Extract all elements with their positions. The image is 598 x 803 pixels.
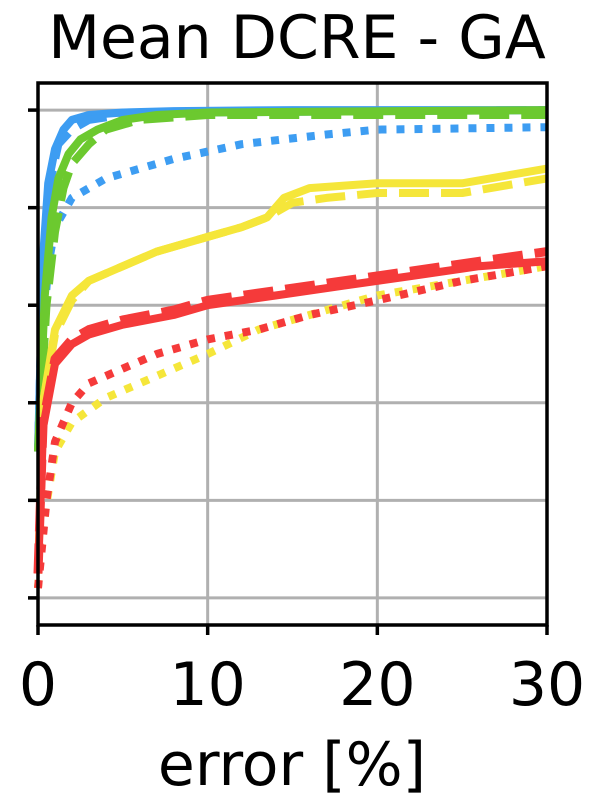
series-line-6	[34, 174, 548, 574]
gridlines	[36, 83, 549, 625]
series-line-3	[34, 106, 548, 452]
x-tick-label-2: 20	[339, 650, 415, 720]
series-line-7	[34, 262, 548, 589]
series-line-9	[33, 247, 548, 574]
series-line-5	[34, 164, 548, 574]
series-line-10	[34, 262, 548, 589]
x-tick-label-1: 10	[169, 650, 245, 720]
x-tick-label-0: 0	[19, 650, 57, 720]
axes: 0 10 20 30	[19, 81, 585, 720]
x-tick-label-3: 30	[509, 650, 585, 720]
series-line-4	[34, 111, 547, 452]
chart-title: Mean DCRE - GA	[48, 3, 546, 73]
x-axis-label: error [%]	[158, 730, 426, 800]
series-line-8	[34, 257, 548, 574]
data-series	[33, 106, 548, 589]
plot-frame	[36, 81, 549, 627]
